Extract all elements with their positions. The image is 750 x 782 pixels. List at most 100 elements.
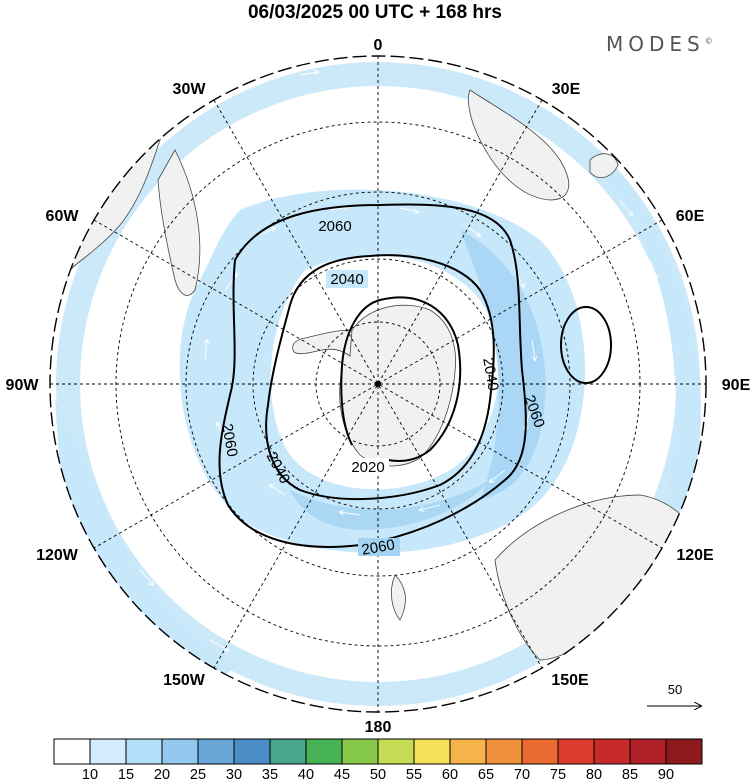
colorbar-swatch: [305, 738, 343, 765]
colorbar-swatch: [665, 738, 703, 765]
meridian: [213, 99, 543, 669]
colorbar-tick-label: 30: [226, 767, 242, 782]
vector-key-label: 50: [668, 682, 682, 697]
colorbar-swatch: [125, 738, 163, 765]
colorbar-swatch: [233, 738, 271, 765]
colorbar-swatch: [53, 738, 91, 765]
colorbar-tick-label: 85: [622, 767, 638, 782]
colorbar-tick-label: 50: [370, 767, 386, 782]
lon-label-150w: 150W: [163, 672, 206, 689]
wind-vector: [94, 469, 103, 488]
lon-label-60e: 60E: [676, 208, 705, 225]
height-contours: [218, 203, 612, 548]
brand-mark: ©: [704, 36, 713, 46]
colorbar-tick-label: 65: [478, 767, 494, 782]
wind-vector: [490, 469, 506, 482]
lon-label-30e: 30E: [552, 81, 581, 98]
new-zealand: [390, 574, 406, 621]
colorbar-tick-label: 35: [262, 767, 278, 782]
colorbar-tick-label: 10: [82, 767, 98, 782]
lon-label-30w: 30W: [173, 81, 207, 98]
colorbar-tick-label: 45: [334, 767, 350, 782]
lon-label-90e: 90E: [722, 377, 750, 394]
brand-logo: MODES©: [606, 32, 713, 56]
antarctic-peninsula: [292, 329, 353, 357]
wind-vector: [217, 423, 226, 441]
wind-vector: [224, 274, 237, 291]
meridian: [213, 99, 543, 669]
wind-vector: [672, 359, 673, 380]
wind-vector: [270, 485, 286, 496]
contour-label: 2060: [318, 218, 351, 235]
colorbar-swatch: [161, 738, 199, 765]
lon-label-150e: 150E: [551, 672, 589, 689]
contour-2040: [265, 254, 495, 501]
colorbar-swatch: [269, 738, 307, 765]
wind-vector: [649, 259, 657, 278]
wind-band-jet-core: [460, 230, 546, 500]
lon-label-180: 180: [365, 719, 392, 736]
colorbar-swatch: [557, 738, 595, 765]
colorbar-swatch: [449, 738, 487, 765]
colorbar-swatch: [629, 738, 667, 765]
wind-band-east: [590, 150, 701, 610]
colorbar-swatch: [521, 738, 559, 765]
lon-label-90w: 90W: [6, 377, 40, 394]
colorbar-tick-label: 90: [658, 767, 674, 782]
wind-vector: [205, 340, 207, 361]
wind-vector: [209, 639, 228, 650]
map-title: 06/03/2025 00 UTC + 168 hrs: [247, 2, 503, 23]
latitude-circle: [185, 191, 571, 577]
wind-vector: [259, 228, 275, 236]
wind-vector: [464, 224, 480, 236]
colorbar: 10 15 20 25 30 35 40 45 50 55 60 65 70 75 80 85 90: [53, 738, 703, 782]
south-pole-marker: [375, 381, 381, 387]
contour-label: 2020: [351, 459, 384, 476]
wind-vector: [420, 504, 441, 510]
colorbar-tick-label: 70: [514, 767, 530, 782]
brand-name: MODES: [606, 32, 705, 56]
contour-labels: 2060 2040 2040 2060 2060 2040 2060 2020: [218, 217, 548, 559]
meridian: [93, 219, 663, 549]
contour-high-cell: [560, 306, 612, 384]
colorbar-swatch: [413, 738, 451, 765]
wind-vector: [329, 207, 348, 211]
colorbar-swatch: [89, 738, 127, 765]
wind-vector: [531, 339, 535, 360]
colorbar-tick-label: 25: [190, 767, 206, 782]
wind-vector: [660, 449, 666, 470]
vector-key: 50: [647, 682, 701, 706]
colorbar-swatch: [197, 738, 235, 765]
lon-label-120w: 120W: [36, 547, 79, 564]
wind-vector: [399, 207, 418, 212]
wind-vector: [299, 72, 318, 76]
colorbar-tick-label: 80: [586, 767, 602, 782]
colorbar-tick-label: 75: [550, 767, 566, 782]
wind-band-south: [290, 480, 490, 530]
contour-label: 2040: [479, 356, 502, 392]
map-boundary: [49, 55, 707, 713]
colorbar-tick-label: 55: [406, 767, 422, 782]
longitude-labels: 0 30E 60E 90E 120E 150E 180 150W 120W 90…: [6, 37, 750, 736]
colorbar-tick-label: 15: [118, 767, 134, 782]
lon-label-60w: 60W: [46, 208, 80, 225]
colorbar-swatch: [377, 738, 415, 765]
colorbar-tick-label: 60: [442, 767, 458, 782]
lon-label-120e: 120E: [676, 547, 714, 564]
contour-label: 2060: [360, 536, 396, 559]
lon-label-0: 0: [374, 37, 383, 54]
colorbar-swatch: [485, 738, 523, 765]
colorbar-tick-label: 40: [298, 767, 314, 782]
contour-2020: [340, 296, 462, 462]
contour-label: 2060: [218, 422, 241, 458]
colorbar-swatch: [341, 738, 379, 765]
contour-label: 2040: [330, 271, 363, 288]
contour-2060: [218, 203, 527, 548]
colorbar-swatch: [593, 738, 631, 765]
latitude-circle: [252, 258, 504, 510]
graticule: [50, 56, 706, 712]
africa: [468, 89, 569, 201]
wind-vector: [619, 199, 632, 215]
meridian: [93, 219, 663, 549]
